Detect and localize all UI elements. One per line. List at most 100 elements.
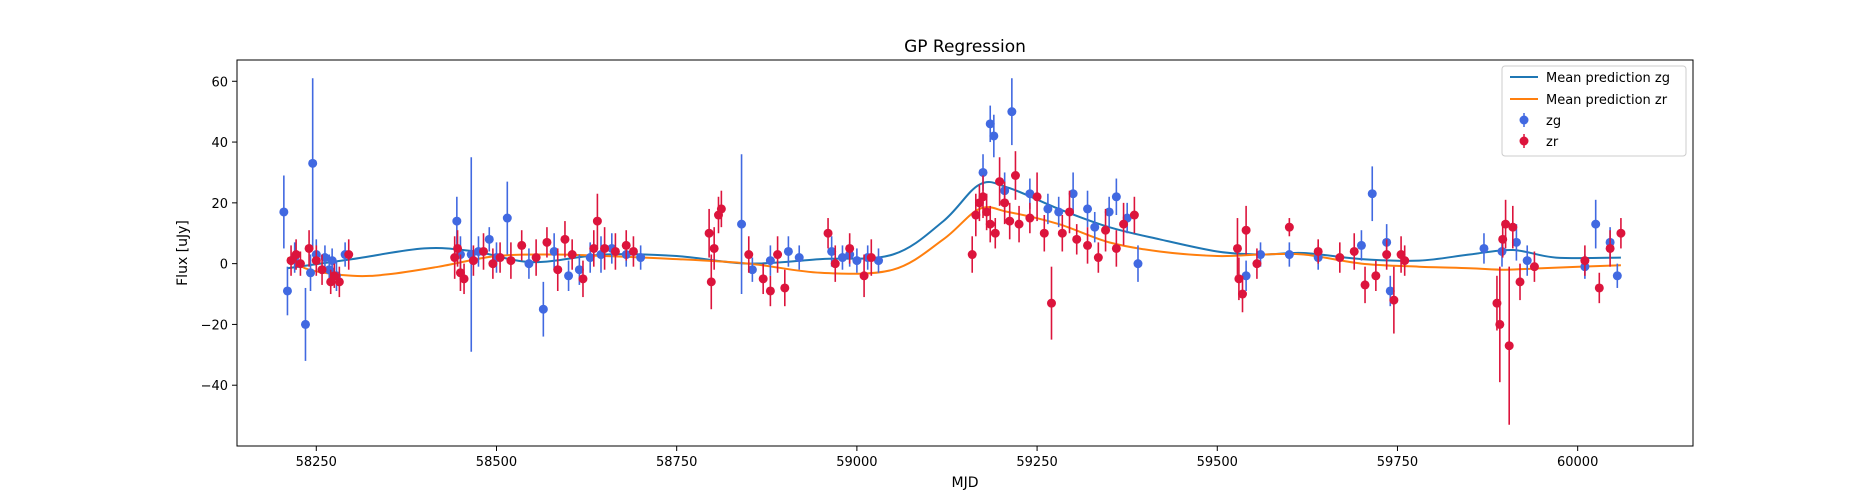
zg-marker: [636, 253, 646, 263]
x-tick-label: 59750: [1377, 455, 1418, 470]
zr-point: [744, 236, 754, 273]
zr-marker: [1382, 250, 1392, 260]
y-tick-label: 20: [211, 197, 228, 212]
zg-point: [1090, 211, 1100, 243]
zg-point: [852, 248, 862, 273]
zg-marker: [574, 265, 584, 275]
zr-marker: [1580, 256, 1590, 266]
zr-marker: [1335, 253, 1345, 263]
zr-marker: [1284, 222, 1294, 232]
zg-point: [306, 254, 316, 291]
zg-point: [1612, 263, 1622, 288]
zr-point: [1495, 266, 1505, 383]
zr-marker: [1389, 295, 1399, 305]
zg-marker: [1284, 250, 1294, 260]
zr-point: [866, 239, 876, 276]
zr-point: [628, 236, 638, 267]
zg-marker: [1083, 204, 1093, 214]
zr-marker: [600, 243, 610, 253]
zr-marker: [1005, 216, 1015, 226]
zr-marker: [567, 250, 577, 260]
y-tick-label: −40: [201, 379, 228, 394]
zg-marker: [1479, 243, 1489, 253]
zr-point: [517, 230, 527, 261]
zg-point: [300, 287, 310, 361]
zg-marker: [783, 246, 793, 256]
x-tick-label: 59500: [1197, 455, 1238, 470]
zg-point: [1284, 242, 1294, 267]
zg-marker: [306, 268, 316, 278]
zr-marker: [610, 246, 620, 256]
zr-point: [1046, 266, 1056, 340]
zr-marker: [758, 274, 768, 284]
zg-marker: [327, 256, 337, 266]
zr-marker: [592, 216, 602, 226]
zr-point: [567, 239, 577, 270]
x-axis-ticks: 58250 58500 58750 59000 59250 59500 59750 60000: [296, 446, 1598, 470]
zg-point: [308, 78, 318, 249]
zr-marker: [704, 228, 714, 238]
zg-marker: [852, 256, 862, 266]
zr-marker: [845, 243, 855, 253]
legend-label-mean-zr: Mean prediction zr: [1546, 93, 1668, 108]
zr-marker: [1515, 277, 1525, 287]
zr-point: [553, 248, 563, 291]
zr-point: [706, 254, 716, 310]
x-tick-label: 60000: [1557, 455, 1598, 470]
zr-point: [1360, 266, 1370, 304]
zr-marker: [1501, 219, 1511, 229]
legend-box: [1501, 65, 1687, 157]
zr-point: [600, 227, 610, 270]
zr-point: [709, 227, 719, 270]
zr-marker: [1594, 283, 1604, 293]
zr-point: [1349, 233, 1359, 270]
zr-marker: [1349, 246, 1359, 256]
zr-marker: [1238, 289, 1248, 299]
zr-marker: [1000, 198, 1010, 208]
zr-point: [1616, 218, 1626, 249]
zg-point: [1104, 196, 1114, 228]
zr-point: [773, 236, 783, 273]
zr-marker: [317, 265, 327, 275]
zr-point: [479, 233, 489, 270]
zg-point: [502, 181, 512, 255]
zg-point: [794, 245, 804, 270]
zr-point: [1400, 245, 1410, 276]
zr-marker: [1400, 256, 1410, 266]
zr-point: [304, 230, 314, 267]
zr-marker: [553, 265, 563, 275]
zg-marker: [502, 213, 512, 223]
zr-marker: [1360, 280, 1370, 290]
legend-label-zr: zr: [1546, 135, 1559, 150]
zr-point: [1010, 151, 1020, 200]
zg-marker: [1241, 271, 1251, 281]
zr-marker: [866, 253, 876, 263]
zg-point: [484, 227, 494, 252]
zr-marker: [830, 259, 840, 269]
zr-marker: [1072, 234, 1082, 244]
zr-marker: [1234, 274, 1244, 284]
zr-point: [542, 227, 552, 258]
zg-point: [874, 248, 884, 273]
zr-marker: [488, 259, 498, 269]
zr-marker: [1495, 319, 1505, 329]
zr-point: [716, 190, 726, 228]
zr-marker: [459, 274, 469, 284]
legend-label-zg: zg: [1546, 114, 1561, 129]
x-tick-label: 58500: [476, 455, 517, 470]
zr-point: [531, 239, 541, 276]
zg-point: [1054, 196, 1064, 228]
zr-marker: [628, 246, 638, 256]
zr-point: [1389, 266, 1399, 334]
zg-marker: [549, 246, 559, 256]
zg-point: [737, 154, 747, 295]
zr-point: [765, 275, 775, 307]
x-tick-label: 59250: [1016, 455, 1057, 470]
zg-point: [524, 248, 534, 279]
chart-title: GP Regression: [904, 37, 1026, 57]
zr-point: [1605, 230, 1615, 267]
zr-marker: [286, 256, 296, 266]
zr-marker: [1057, 228, 1067, 238]
zr-marker: [1014, 219, 1024, 229]
